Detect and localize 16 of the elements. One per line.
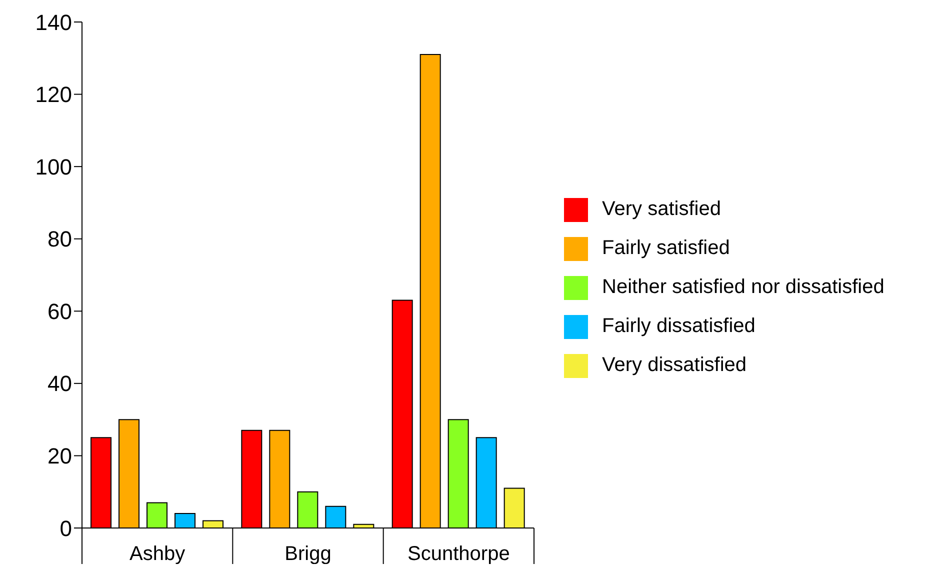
x-tick-label: Brigg [284, 543, 332, 565]
y-tick-label: 140 [35, 10, 72, 35]
x-tick-label: Scunthorpe [408, 543, 510, 565]
y-tick-label: 60 [48, 298, 72, 324]
legend-label: Very dissatisfied [602, 354, 747, 376]
legend-label: Fairly satisfied [602, 237, 730, 259]
y-tick-label: 20 [48, 444, 72, 469]
x-tick-label: Ashby [130, 543, 186, 565]
y-tick-label: 40 [48, 371, 72, 396]
y-tick-label: 80 [48, 226, 72, 252]
legend-label: Very satisfied [602, 198, 721, 220]
y-tick-label: 120 [35, 82, 72, 108]
legend-label: Neither satisfied nor dissatisfied [602, 276, 884, 298]
legend-label: Fairly dissatisfied [602, 315, 756, 337]
y-tick-label: 100 [35, 154, 72, 180]
y-tick-label: 0 [60, 516, 72, 541]
